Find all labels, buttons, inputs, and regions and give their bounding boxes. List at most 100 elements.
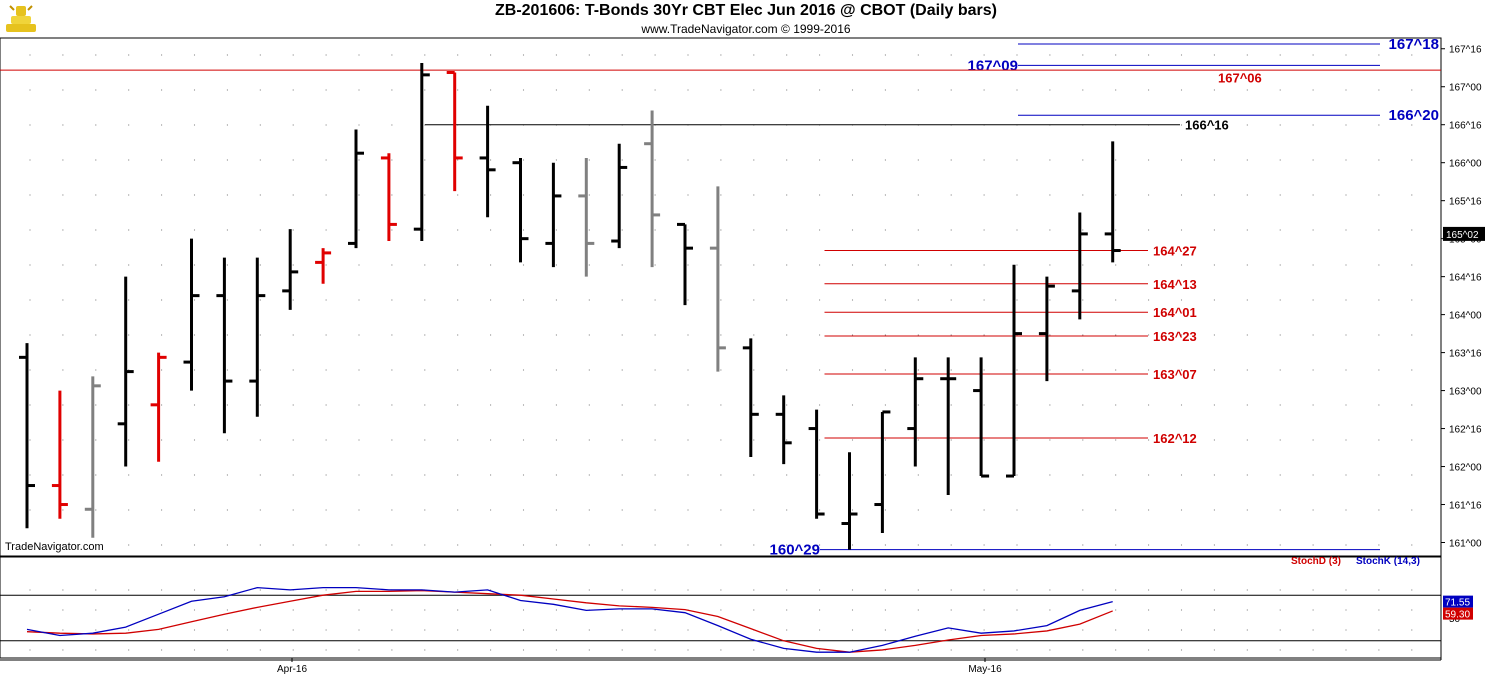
y-tick-label: 166^16 (1449, 121, 1482, 132)
grid-dot (1148, 509, 1150, 511)
grid-dot (226, 264, 228, 266)
grid-dot (654, 89, 656, 91)
grid-dot (720, 89, 722, 91)
grid-dot (1082, 229, 1084, 231)
grid-dot (1148, 229, 1150, 231)
grid-dot (950, 264, 952, 266)
grid-dot (654, 544, 656, 546)
grid-dot (1180, 609, 1183, 611)
grid-dot (522, 159, 525, 161)
grid-dot (917, 589, 919, 591)
grid-dot (29, 589, 31, 591)
grid-dot (786, 439, 788, 441)
grid-dot (851, 649, 854, 651)
grid-dot (1378, 334, 1380, 336)
grid-dot (884, 194, 887, 196)
grid-dot (1082, 194, 1084, 196)
grid-dot (62, 474, 64, 476)
grid-dot (325, 264, 327, 266)
grid-dot (588, 194, 590, 196)
grid-dot (1345, 159, 1347, 161)
grid-dot (193, 369, 196, 371)
grid-dot (457, 334, 459, 336)
grid-dot (457, 264, 459, 266)
grid-dot (720, 649, 722, 651)
grid-dot (1378, 54, 1380, 56)
grid-dot (654, 589, 656, 591)
grid-dot (753, 609, 755, 611)
grid-dot (1016, 474, 1018, 476)
grid-dot (819, 229, 821, 231)
grid-dot (325, 229, 327, 231)
y-tick-label: 161^16 (1449, 501, 1482, 512)
grid-dot (917, 194, 919, 196)
grid-dot (161, 159, 163, 161)
level-label: 167^06 (1218, 70, 1262, 85)
grid-dot (851, 159, 854, 161)
grid-dot (654, 649, 656, 651)
grid-dot (983, 509, 985, 511)
grid-dot (457, 474, 459, 476)
grid-dot (1378, 369, 1380, 371)
grid-dot (161, 649, 163, 651)
grid-dot (851, 609, 854, 611)
grid-dot (621, 439, 623, 441)
grid-dot (884, 54, 887, 56)
y-tick-label: 164^16 (1449, 273, 1482, 284)
grid-dot (720, 589, 722, 591)
grid-dot (226, 589, 228, 591)
grid-dot (391, 194, 393, 196)
grid-dot (588, 474, 590, 476)
grid-dot (95, 474, 97, 476)
grid-dot (555, 89, 558, 91)
grid-dot (555, 229, 558, 231)
grid-dot (819, 299, 821, 301)
grid-dot (128, 299, 130, 301)
grid-dot (1213, 299, 1215, 301)
grid-dot (950, 609, 952, 611)
grid-dot (193, 89, 196, 91)
grid-dot (522, 229, 525, 231)
grid-dot (358, 264, 360, 266)
grid-dot (490, 629, 492, 631)
grid-dot (1312, 649, 1314, 651)
grid-dot (1279, 334, 1281, 336)
grid-dot (358, 89, 360, 91)
grid-dot (1115, 474, 1117, 476)
grid-dot (457, 194, 459, 196)
grid-dot (884, 159, 887, 161)
grid-dot (555, 334, 558, 336)
grid-dot (950, 404, 952, 406)
grid-dot (62, 89, 64, 91)
grid-dot (358, 229, 360, 231)
grid-dot (687, 299, 689, 301)
grid-dot (490, 509, 492, 511)
grid-dot (1148, 544, 1150, 546)
grid-dot (1016, 589, 1018, 591)
grid-dot (358, 159, 360, 161)
grid-dot (522, 629, 525, 631)
grid-dot (819, 474, 821, 476)
grid-dot (983, 544, 985, 546)
stochk-value-box (1443, 595, 1473, 608)
grid-dot (457, 509, 459, 511)
grid-dot (588, 649, 590, 651)
grid-dot (1246, 54, 1248, 56)
grid-dot (1082, 474, 1084, 476)
level-label: 167^18 (1389, 36, 1439, 53)
grid-dot (325, 299, 327, 301)
grid-dot (490, 89, 492, 91)
grid-dot (226, 229, 228, 231)
grid-dot (62, 369, 64, 371)
grid-dot (851, 54, 854, 56)
grid-dot (1115, 439, 1117, 441)
grid-dot (1312, 124, 1314, 126)
grid-dot (1378, 264, 1380, 266)
grid-dot (687, 264, 689, 266)
grid-dot (884, 404, 887, 406)
grid-dot (1148, 404, 1150, 406)
grid-dot (325, 544, 327, 546)
grid-dot (555, 544, 558, 546)
grid-dot (950, 509, 952, 511)
